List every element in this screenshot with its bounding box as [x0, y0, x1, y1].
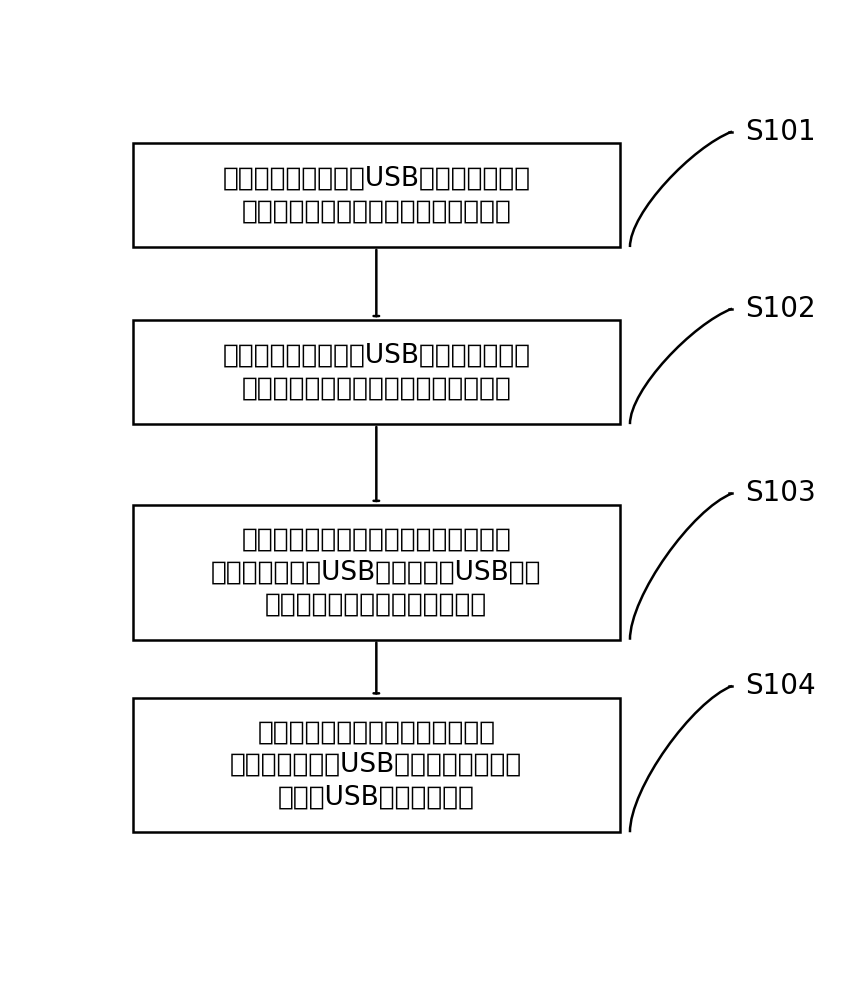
Text: 接入主机的状态并输出控制信号: 接入主机的状态并输出控制信号 [265, 592, 487, 618]
FancyBboxPatch shape [133, 505, 620, 640]
Text: S103: S103 [745, 479, 816, 507]
Text: 第二分压模块对第二USB接口接收的第二: 第二分压模块对第二USB接口接收的第二 [223, 343, 530, 369]
Text: 电源信号进行分压并输出第二判断信号: 电源信号进行分压并输出第二判断信号 [241, 375, 512, 401]
Text: S102: S102 [745, 295, 816, 323]
FancyBboxPatch shape [133, 320, 620, 424]
Text: 第一分压模块对第一USB接口接收的第一: 第一分压模块对第一USB接口接收的第一 [223, 166, 530, 192]
Text: 信号，判断第一USB接口和第二USB接口: 信号，判断第一USB接口和第二USB接口 [211, 559, 541, 585]
Text: 与第二USB接口进行通信: 与第二USB接口进行通信 [278, 784, 475, 810]
Text: 主控模块根据第一判断信号和第二判断: 主控模块根据第一判断信号和第二判断 [241, 527, 512, 553]
FancyBboxPatch shape [133, 143, 620, 247]
Text: 选通模块根据控制信号，选通控制: 选通模块根据控制信号，选通控制 [258, 720, 496, 746]
Text: 电源信号进行分压并输出第一判断信号: 电源信号进行分压并输出第一判断信号 [241, 198, 512, 224]
Text: S104: S104 [745, 672, 816, 700]
Text: 主控模块与第一USB接口进行通信或者: 主控模块与第一USB接口进行通信或者 [230, 752, 523, 778]
FancyBboxPatch shape [133, 698, 620, 832]
Text: S101: S101 [745, 118, 816, 146]
